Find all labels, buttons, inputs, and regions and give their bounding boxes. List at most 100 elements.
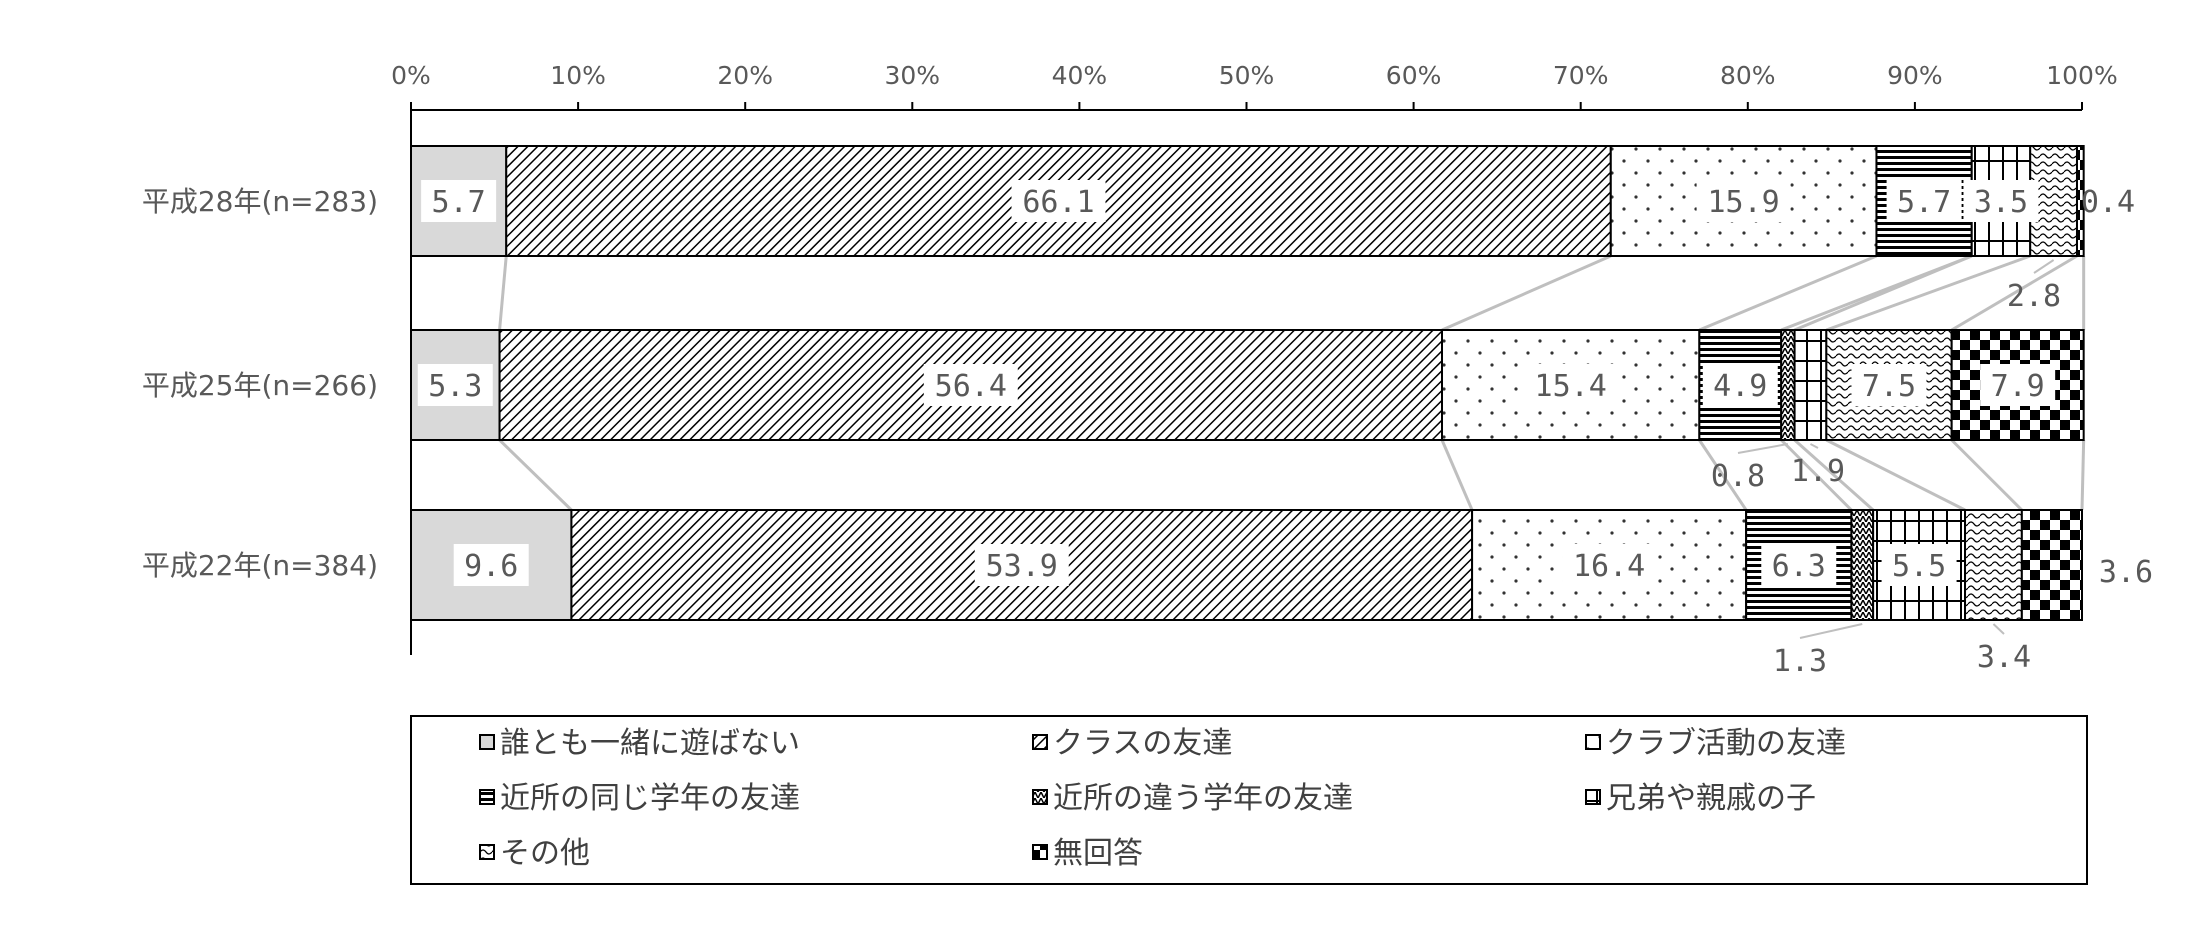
legend-label: 誰とも一緒に遊ばない (500, 726, 800, 761)
legend-swatch (479, 844, 495, 860)
legend-box (410, 715, 2088, 885)
x-tick-label: 40% (1052, 61, 1108, 90)
bar-segment (1780, 329, 1796, 441)
series-connector-line (1793, 438, 1875, 512)
data-label-background (1881, 544, 1957, 586)
leader-line (1992, 623, 2005, 635)
legend-label: クラスの友達 (1053, 726, 1232, 761)
bar-segment (2075, 145, 2085, 257)
data-label-background (923, 364, 1018, 406)
data-label-background (1523, 364, 1618, 406)
bar-segment (1850, 509, 1875, 621)
legend-swatch (479, 789, 495, 805)
legend-swatch (1032, 734, 1048, 750)
data-label-background (1702, 364, 1778, 406)
leader-line (2033, 259, 2055, 274)
x-tick-label: 70% (1553, 61, 1609, 90)
bar-segment (1793, 329, 1828, 441)
data-label-background (1761, 544, 1837, 586)
series-connector-line (1825, 254, 2031, 332)
legend-label: 無回答 (1053, 836, 1143, 871)
data-label-background (1562, 544, 1657, 586)
leader-line (1799, 623, 1863, 639)
leader-line (1809, 443, 1819, 449)
data-label: 0.8 (1711, 459, 1765, 494)
data-labels-layer: 5.7 5.3 9.6 66.1 56.4 53.9 15.9 15.4 16.4 5.7 4.9 6… (417, 180, 2153, 679)
series-connector-line (498, 255, 508, 331)
data-label: 2.8 (2007, 279, 2061, 314)
data-label: 1.3 (1773, 644, 1827, 679)
x-tick-label: 50% (1219, 61, 1275, 90)
series-connector-line (1825, 438, 1966, 512)
series-connector-lines (498, 254, 2086, 512)
data-label: 3.4 (1977, 640, 2031, 675)
x-tick-label: 20% (717, 61, 773, 90)
data-label-background (1980, 364, 2056, 406)
data-label: 7.9 (1991, 369, 2045, 404)
data-label-background (417, 364, 493, 406)
data-label-background (1886, 180, 1962, 222)
data-label: 53.9 (986, 549, 1058, 584)
data-label: 16.4 (1573, 549, 1645, 584)
legend-label: 近所の違う学年の友達 (1053, 781, 1353, 816)
series-connector-line (1780, 438, 1853, 512)
data-label-background (1963, 180, 2039, 222)
series-connector-line (498, 438, 573, 512)
x-tick-label: 60% (1386, 61, 1442, 90)
legend-label: クラブ活動の友達 (1606, 726, 1846, 761)
leader-line (1737, 443, 1789, 454)
series-connector-line (2080, 439, 2086, 511)
data-label-background (1851, 364, 1927, 406)
category-label: 平成25年(n=266) (142, 369, 378, 402)
data-label: 5.7 (432, 185, 486, 220)
legend-label: 近所の同じ学年の友達 (500, 781, 800, 816)
data-label: 5.5 (1892, 549, 1946, 584)
data-label: 5.7 (1897, 185, 1951, 220)
bar-segment (1964, 509, 2023, 621)
data-label: 3.5 (1974, 185, 2028, 220)
data-label-background (453, 544, 529, 586)
legend-label: 兄弟や親戚の子 (1606, 781, 1816, 816)
x-tick-label: 10% (550, 61, 606, 90)
data-label: 0.4 (2081, 185, 2135, 220)
axis-layer: 0% 10% 20% 30% 40% 50% 60% 70% 80% 90% 100% 平成28年(n… (142, 61, 2118, 655)
legend-label: その他 (500, 836, 590, 871)
data-label-background (1696, 180, 1791, 222)
legend-swatch (1585, 789, 1601, 805)
x-tick-label: 30% (885, 61, 941, 90)
data-label: 4.9 (1713, 369, 1767, 404)
data-label: 6.3 (1772, 549, 1826, 584)
legend-swatch (1032, 844, 1048, 860)
series-connector-line (1698, 254, 1878, 332)
x-tick-label: 90% (1887, 61, 1943, 90)
data-label: 1.9 (1791, 454, 1845, 489)
bar-segment (2020, 509, 2083, 621)
series-connector-line (1698, 439, 1748, 511)
category-label: 平成22年(n=384) (142, 549, 378, 582)
data-label: 56.4 (935, 369, 1007, 404)
data-label: 9.6 (464, 549, 518, 584)
series-connector-line (1441, 254, 1612, 332)
data-label-background (974, 544, 1069, 586)
data-label: 66.1 (1022, 185, 1094, 220)
series-connector-line (1950, 254, 2078, 332)
series-connector-line (1440, 439, 1474, 511)
legend-swatch (479, 734, 495, 750)
data-label: 3.6 (2099, 555, 2153, 590)
legend-swatch (1585, 734, 1601, 750)
series-connector-line (1950, 438, 2023, 512)
bar-segment (1950, 329, 2085, 441)
data-label: 7.5 (1862, 369, 1916, 404)
x-tick-label: 80% (1720, 61, 1776, 90)
data-label: 15.4 (1535, 369, 1607, 404)
legend-swatch (1032, 789, 1048, 805)
data-label: 5.3 (428, 369, 482, 404)
data-label-background (421, 180, 497, 222)
x-tick-label: 100% (2046, 61, 2117, 90)
data-label-background (1011, 180, 1106, 222)
series-connector-line (1794, 254, 1973, 332)
category-label: 平成28年(n=283) (142, 185, 378, 218)
x-tick-label: 0% (391, 61, 431, 90)
